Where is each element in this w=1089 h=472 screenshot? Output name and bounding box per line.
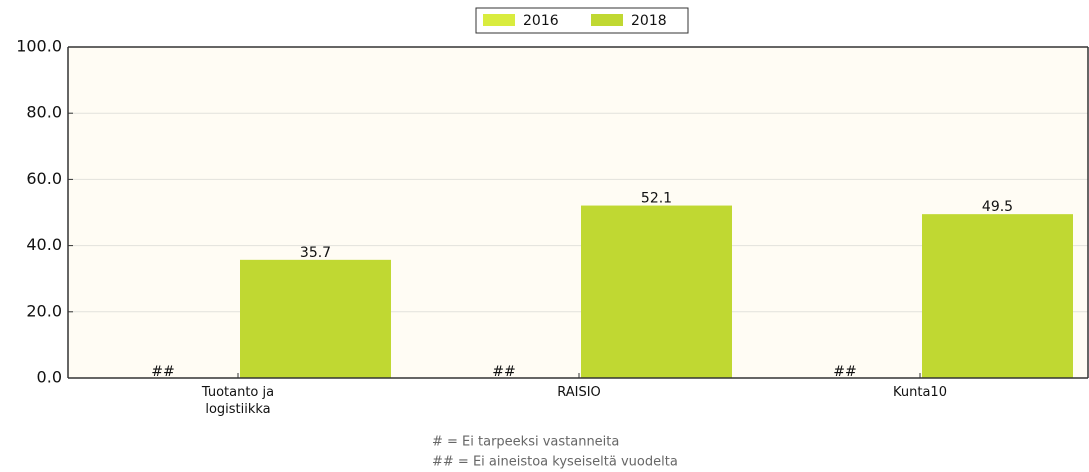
legend-label: 2016 bbox=[523, 13, 559, 29]
y-tick-label: 20.0 bbox=[26, 301, 62, 320]
y-tick-label: 100.0 bbox=[16, 37, 62, 56]
value-label: ## bbox=[833, 364, 856, 380]
x-tick-label: Tuotanto ja logistiikka bbox=[201, 385, 275, 417]
value-label: 49.5 bbox=[982, 199, 1013, 215]
value-label: 35.7 bbox=[300, 245, 331, 261]
legend-swatch bbox=[591, 14, 623, 26]
value-label: ## bbox=[492, 364, 515, 380]
value-label: 52.1 bbox=[641, 191, 672, 207]
footnote: ## = Ei aineistoa kyseiseltä vuodelta bbox=[432, 455, 678, 470]
bar bbox=[581, 205, 732, 378]
y-tick-label: 0.0 bbox=[37, 368, 62, 387]
footnote: # = Ei tarpeeksi vastanneita bbox=[432, 435, 619, 450]
bar bbox=[240, 259, 391, 378]
value-label: ## bbox=[151, 364, 174, 380]
y-tick-label: 80.0 bbox=[26, 103, 62, 122]
x-tick-label: Kunta10 bbox=[893, 385, 947, 400]
x-tick-label: RAISIO bbox=[557, 385, 601, 400]
y-tick-label: 40.0 bbox=[26, 235, 62, 254]
legend-label: 2018 bbox=[631, 13, 667, 29]
bar bbox=[922, 214, 1073, 378]
y-tick-label: 60.0 bbox=[26, 169, 62, 188]
legend-swatch bbox=[483, 14, 515, 26]
plot-area bbox=[68, 47, 1088, 378]
